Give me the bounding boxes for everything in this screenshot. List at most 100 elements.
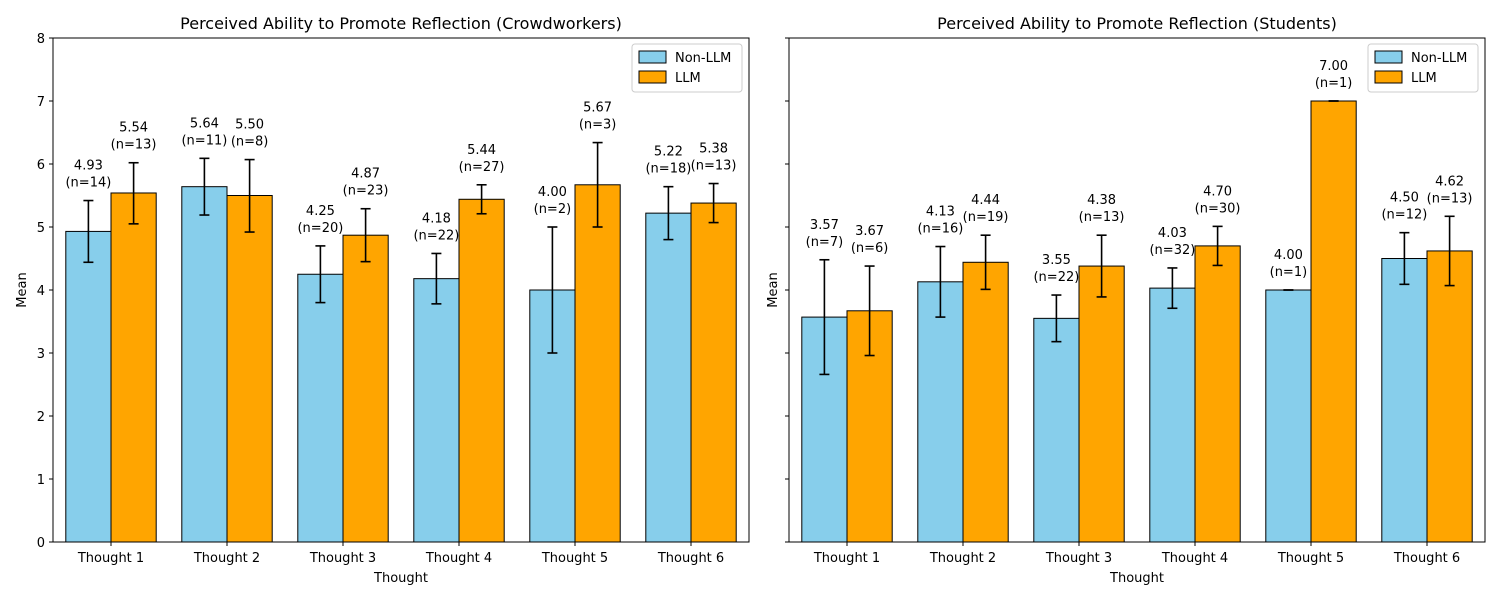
data-label: 4.25 <box>306 204 335 219</box>
data-label: 5.22 <box>654 145 683 160</box>
y-tick-label: 1 <box>37 473 45 488</box>
bar <box>1381 258 1428 543</box>
legend: Non-LLM LLM <box>631 43 743 93</box>
x-axis-label: Thought <box>1109 571 1164 586</box>
data-label: 4.87 <box>351 167 380 182</box>
data-label: 3.55 <box>1042 253 1071 268</box>
bar <box>1149 287 1196 543</box>
bar <box>1265 289 1312 543</box>
data-label: 4.18 <box>422 211 451 226</box>
n-label: (n=30) <box>1195 201 1241 216</box>
n-label: (n=3) <box>579 118 617 133</box>
chart-title: Perceived Ability to Promote Reflection … <box>937 14 1337 33</box>
bar <box>1194 245 1241 543</box>
x-tick-label: Thought 3 <box>309 551 376 566</box>
x-tick-label: Thought 6 <box>657 551 724 566</box>
y-tick-label: 3 <box>37 347 45 362</box>
bar <box>1033 317 1080 543</box>
bar <box>690 202 737 543</box>
legend-swatch <box>638 70 667 84</box>
bar <box>1310 100 1357 543</box>
n-label: (n=12) <box>1381 208 1427 223</box>
data-label: 4.00 <box>538 185 567 200</box>
legend-swatch <box>638 50 667 64</box>
n-label: (n=8) <box>231 135 269 150</box>
plot-frame <box>52 37 750 543</box>
series-llm: 5.54 (n=13) 5.50 (n=8) 4.87 (n=23) 5.44 (n=27) 5… <box>110 101 737 543</box>
y-axis-label: Mean <box>15 272 30 307</box>
y-tick-label: 8 <box>37 32 45 47</box>
bar <box>458 198 505 543</box>
bar <box>962 261 1009 543</box>
n-label: (n=2) <box>534 202 572 217</box>
n-label: (n=11) <box>181 133 227 148</box>
y-tick-label: 6 <box>37 158 45 173</box>
bar <box>181 186 228 543</box>
bar <box>1426 250 1473 543</box>
series-llm: 3.67 (n=6) 4.44 (n=19) 4.38 (n=13) 4.70 (n=30) 7… <box>846 59 1473 543</box>
x-tick-label: Thought 6 <box>1393 551 1460 566</box>
bar <box>917 281 964 543</box>
x-tick-label: Thought 2 <box>929 551 996 566</box>
data-label: 3.57 <box>810 218 839 233</box>
chart-panel-1: 0 1 2 3 4 5 6 7 8 4.93 (n=14) 5.64 (n=11) 4.25 (n=20) 4… <box>15 14 750 586</box>
n-label: (n=18) <box>645 162 691 177</box>
data-label: 4.44 <box>971 193 1000 208</box>
y-tick-label: 0 <box>37 536 45 551</box>
n-label: (n=13) <box>691 159 737 174</box>
data-label: 4.03 <box>1158 226 1187 241</box>
legend-label: LLM <box>675 71 701 86</box>
n-label: (n=22) <box>1033 270 1079 285</box>
x-tick-label: Thought 1 <box>77 551 144 566</box>
data-label: 4.13 <box>926 205 955 220</box>
n-label: (n=14) <box>65 176 111 191</box>
data-label: 4.62 <box>1435 174 1464 189</box>
legend: Non-LLM LLM <box>1367 43 1479 93</box>
y-tick-label: 4 <box>37 284 45 299</box>
y-tick-label: 7 <box>37 95 45 110</box>
y-axis-label: Mean <box>766 272 781 307</box>
data-label: 4.93 <box>74 159 103 174</box>
data-label: 5.50 <box>235 118 264 133</box>
series-non-llm: 3.57 (n=7) 4.13 (n=16) 3.55 (n=22) 4.03 (n=32) 4… <box>801 191 1428 543</box>
data-label: 5.67 <box>583 101 612 116</box>
bar <box>342 234 389 543</box>
n-label: (n=23) <box>343 184 389 199</box>
data-label: 4.50 <box>1390 191 1419 206</box>
x-tick-label: Thought 4 <box>1161 551 1228 566</box>
data-label: 5.44 <box>467 143 496 158</box>
x-axis-label: Thought <box>373 571 428 586</box>
x-tick-label: Thought 5 <box>1277 551 1344 566</box>
n-label: (n=13) <box>1427 191 1473 206</box>
x-tick-label: Thought 1 <box>813 551 880 566</box>
n-label: (n=22) <box>413 228 459 243</box>
n-label: (n=6) <box>851 241 889 256</box>
n-label: (n=1) <box>1315 76 1353 91</box>
bar <box>297 273 344 543</box>
n-label: (n=13) <box>1079 210 1125 225</box>
data-label: 5.64 <box>190 116 219 131</box>
x-tick-label: Thought 5 <box>541 551 608 566</box>
n-label: (n=19) <box>963 210 1009 225</box>
bar <box>1078 265 1125 543</box>
y-tick-label: 5 <box>37 221 45 236</box>
data-label: 5.54 <box>119 121 148 136</box>
legend-label: Non-LLM <box>675 51 731 66</box>
chart-panel-2: 3.57 (n=7) 4.13 (n=16) 3.55 (n=22) 4.03 (n=32) 4… <box>766 14 1486 586</box>
n-label: (n=20) <box>297 221 343 236</box>
x-tick-label: Thought 3 <box>1045 551 1112 566</box>
n-label: (n=32) <box>1149 243 1195 258</box>
x-tick-label: Thought 2 <box>193 551 260 566</box>
bar <box>574 184 621 543</box>
legend-swatch <box>1374 50 1403 64</box>
n-label: (n=27) <box>459 160 505 175</box>
legend-label: LLM <box>1411 71 1437 86</box>
legend-label: Non-LLM <box>1411 51 1467 66</box>
chart-title: Perceived Ability to Promote Reflection … <box>180 14 622 33</box>
y-tick-label: 2 <box>37 410 45 425</box>
data-label: 7.00 <box>1319 59 1348 74</box>
bar <box>110 192 157 543</box>
bar <box>226 195 273 543</box>
n-label: (n=7) <box>806 235 844 250</box>
